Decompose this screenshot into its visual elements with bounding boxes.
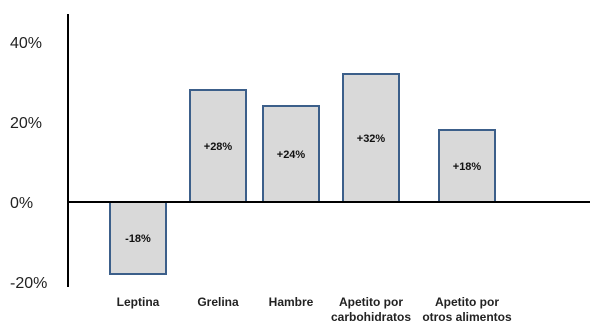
data-label: -18% [125,233,151,245]
data-label: +24% [277,149,306,161]
x-tick-label: Apetito por [339,295,403,309]
x-tick-label: Apetito por [435,295,499,309]
bar [342,73,400,203]
bar [109,201,167,275]
y-tick-label: 40% [10,35,42,52]
bar [189,89,247,203]
data-label: +32% [357,133,386,145]
x-tick-label: Leptina [117,295,160,309]
y-tick-label: -20% [10,275,47,292]
x-tick-label: Grelina [197,295,239,309]
data-label: +28% [204,141,233,153]
data-label: +18% [453,161,482,173]
y-tick-label: 20% [10,115,42,132]
x-tick-label: Hambre [269,295,314,309]
x-tick-label: otros alimentos [422,310,512,324]
x-tick-label: carbohidratos [331,310,411,324]
y-tick-label: 0% [10,195,33,212]
